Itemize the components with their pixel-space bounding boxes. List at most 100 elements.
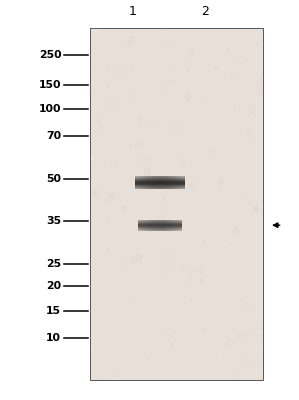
Bar [160,176,161,189]
Bar [137,176,138,189]
Bar [135,181,185,182]
Text: 20: 20 [46,282,61,291]
Bar [146,220,147,231]
Bar [135,177,185,178]
Bar [135,187,185,188]
Bar [173,220,174,231]
Bar [161,176,163,189]
Bar [157,220,158,231]
Bar [147,220,148,231]
Bar [183,176,184,189]
Bar [152,176,153,189]
Text: 50: 50 [46,174,61,184]
Bar [135,180,185,181]
Bar [153,176,155,189]
Circle shape [151,70,154,73]
Bar [138,176,140,189]
Bar [163,176,165,189]
Circle shape [181,160,185,165]
Bar [143,220,144,231]
Circle shape [200,279,203,283]
Bar [135,178,185,179]
Bar [167,176,168,189]
Circle shape [93,27,98,34]
Bar [180,176,181,189]
Circle shape [218,355,222,361]
Bar [170,220,172,231]
Bar [170,176,172,189]
Circle shape [203,328,206,332]
Circle shape [146,358,148,360]
Bar [169,220,170,231]
Text: 100: 100 [39,104,61,114]
Circle shape [228,49,229,50]
Circle shape [93,189,98,196]
Bar [178,176,180,189]
Bar [135,176,137,189]
Bar [144,220,146,231]
Circle shape [186,94,191,101]
Bar [176,220,177,231]
Circle shape [212,82,214,86]
Circle shape [156,83,161,90]
Bar [135,186,185,187]
Text: 35: 35 [46,216,61,226]
Text: 15: 15 [46,306,61,316]
Circle shape [95,267,98,270]
Bar [135,184,185,185]
Circle shape [252,214,253,215]
Bar [135,183,185,184]
Bar [177,220,179,231]
Bar [163,220,164,231]
Circle shape [167,78,168,79]
Bar [135,176,185,177]
Bar [166,220,167,231]
Circle shape [178,215,183,221]
Text: 70: 70 [46,131,61,141]
Bar [150,176,152,189]
Bar [148,176,150,189]
Bar [135,188,185,189]
Bar [153,220,154,231]
Circle shape [199,52,205,59]
Text: 25: 25 [46,259,61,269]
Bar [176,176,178,189]
Bar [173,176,175,189]
Bar [138,220,140,231]
Bar [168,176,170,189]
Bar [142,176,144,189]
Bar [174,220,176,231]
Bar [154,220,155,231]
Bar [150,220,151,231]
Bar [160,220,161,231]
Text: 1: 1 [129,5,137,18]
Circle shape [246,303,249,307]
Text: 250: 250 [39,50,61,60]
Circle shape [136,255,141,262]
Circle shape [234,228,239,235]
Bar [147,176,148,189]
Circle shape [144,168,150,176]
Circle shape [150,246,152,248]
Text: 10: 10 [46,333,61,343]
Bar [144,176,145,189]
Circle shape [172,342,173,345]
Bar [140,220,141,231]
Bar [145,176,147,189]
Bar [155,176,157,189]
Bar [172,176,173,189]
Bar [179,220,180,231]
Bar [148,220,150,231]
Text: 2: 2 [201,5,209,18]
Bar [135,179,185,180]
Bar [151,220,153,231]
Bar [90,28,263,380]
Bar [141,220,143,231]
Circle shape [255,207,259,211]
Bar [181,176,183,189]
Circle shape [156,71,159,75]
Circle shape [212,357,213,358]
Bar [164,220,166,231]
Bar [172,220,173,231]
Bar [158,220,160,231]
